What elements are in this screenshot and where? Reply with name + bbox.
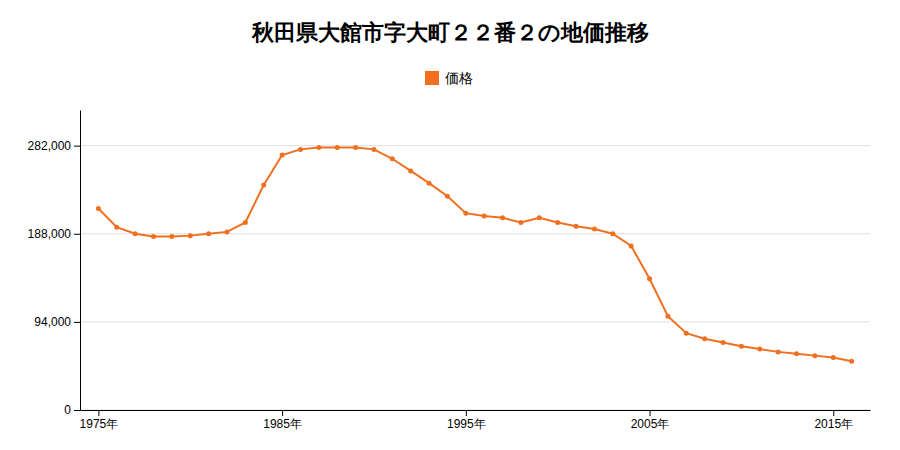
point [757,347,762,352]
x-tick-mark [98,410,99,416]
point [647,276,652,281]
legend-swatch [425,71,439,85]
marks [96,145,854,364]
point [316,145,321,150]
y-tick-label: 0 [64,403,71,417]
point [610,231,615,236]
point [500,215,505,220]
legend-item: 価格 [425,70,473,86]
grid-line [80,410,870,411]
point [592,227,597,232]
y-tick-mark [74,410,80,411]
point [776,349,781,354]
grid-line [80,145,870,146]
x-tick-mark [282,410,283,416]
plot-area: 1975年 1985年 1995年 2005年 2015年 0 94,000 188,000 2… [28,111,871,431]
x-tick: 2015年 [814,410,853,431]
chart: 1975年 1985年 1995年 2005年 2015年 0 94,000 188,000 2… [0,0,900,450]
x-tick: 1985年 [263,410,302,431]
point [390,156,395,161]
y-axis-line [80,111,81,411]
x-tick: 1975年 [80,410,119,431]
x-axis: 1975年 1985年 1995年 2005年 2015年 [80,410,871,431]
point [537,215,542,220]
point [371,147,376,152]
point [812,353,817,358]
x-tick: 1995年 [447,410,486,431]
point [427,181,432,186]
y-tick-mark [74,322,80,323]
point [243,220,248,225]
point [463,211,468,216]
y-tick: 282,000 [28,139,80,153]
y-tick-label: 188,000 [28,227,72,241]
point [114,225,119,230]
point [482,213,487,218]
x-tick-mark [833,410,834,416]
point [151,234,156,239]
point [702,336,707,341]
point [629,243,634,248]
point [188,233,193,238]
legend-label: 価格 [445,70,473,86]
point [739,344,744,349]
y-tick-label: 282,000 [28,139,72,153]
point [298,147,303,152]
point [408,168,413,173]
point [684,331,689,336]
x-tick-label: 2005年 [631,417,670,431]
x-tick-mark [650,410,651,416]
point [831,355,836,360]
y-tick-mark [74,234,80,235]
point [555,220,560,225]
point [169,234,174,239]
grid [80,146,870,410]
point [665,314,670,319]
point [133,231,138,236]
y-tick: 94,000 [34,315,80,329]
y-tick: 188,000 [28,227,80,241]
point [574,224,579,229]
line [98,148,851,362]
point [353,145,358,150]
x-tick-mark [466,410,467,416]
point [518,220,523,225]
point [794,351,799,356]
x-tick-label: 1985年 [263,417,302,431]
x-tick-label: 1975年 [80,417,119,431]
point [261,183,266,188]
point [96,206,101,211]
x-tick-label: 1995年 [447,417,486,431]
x-axis-line [81,410,871,411]
grid-line [80,321,870,322]
title: 秋田県大館市字大町２２番２の地価推移 [251,20,649,45]
point [335,145,340,150]
point [280,153,285,158]
legend: 価格 [425,70,473,86]
y-axis: 0 94,000 188,000 282,000 [28,111,81,418]
point [206,231,211,236]
x-tick: 2005年 [631,410,670,431]
y-tick-label: 94,000 [34,315,71,329]
point [445,194,450,199]
point [224,229,229,234]
x-tick-label: 2015年 [814,417,853,431]
point [721,340,726,345]
y-tick: 0 [64,403,80,417]
y-tick-mark [74,146,80,147]
point [849,359,854,364]
